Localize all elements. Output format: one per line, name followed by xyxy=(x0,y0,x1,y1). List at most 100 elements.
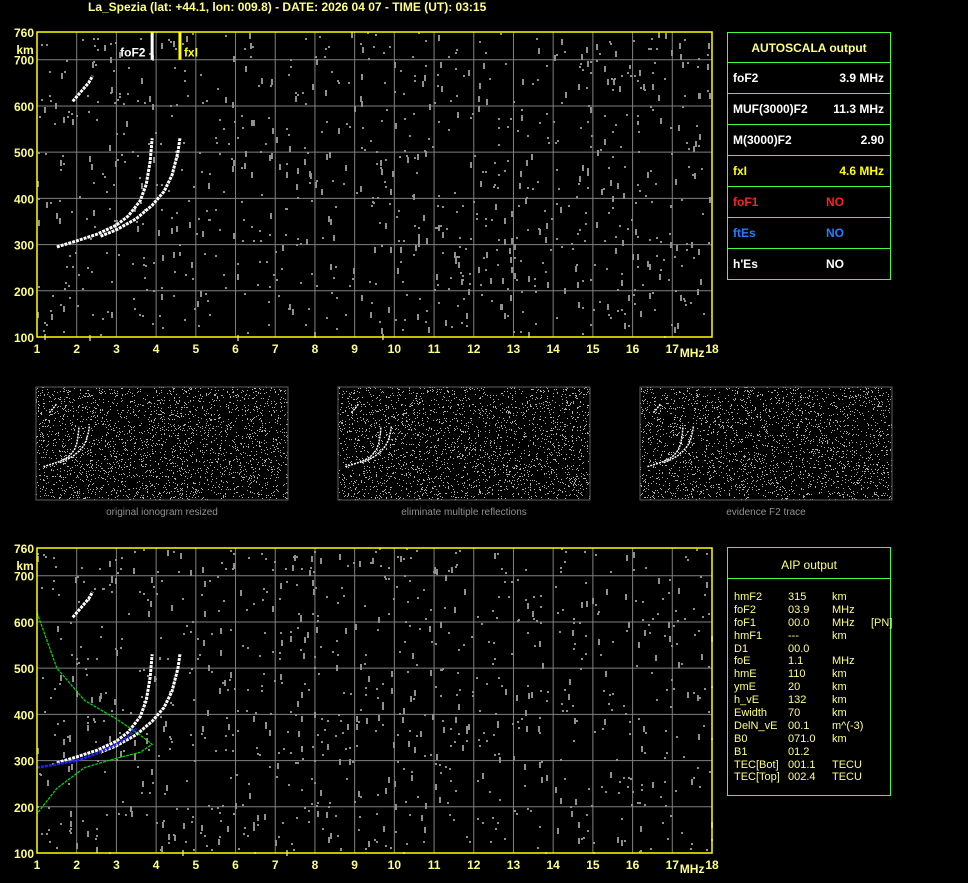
noise-dot xyxy=(279,598,281,600)
noise-dot xyxy=(500,480,501,481)
noise-dot xyxy=(412,653,414,659)
noise-dot xyxy=(64,490,65,491)
noise-dot xyxy=(89,442,90,443)
noise-dot xyxy=(90,470,91,471)
noise-dot xyxy=(504,170,506,172)
noise-dot xyxy=(37,748,39,754)
noise-dot xyxy=(681,663,683,665)
noise-dot xyxy=(185,444,186,445)
noise-dot xyxy=(426,490,427,491)
noise-dot xyxy=(69,830,71,832)
noise-dot xyxy=(360,96,362,102)
noise-dot xyxy=(182,493,183,494)
noise-dot xyxy=(629,721,631,723)
noise-dot xyxy=(103,485,104,486)
noise-dot xyxy=(52,465,53,466)
noise-dot xyxy=(198,325,200,327)
noise-dot xyxy=(167,393,168,394)
noise-dot xyxy=(425,321,427,323)
noise-dot xyxy=(37,806,39,808)
noise-dot xyxy=(576,495,577,496)
noise-dot xyxy=(551,430,552,431)
noise-dot xyxy=(225,496,226,497)
noise-dot xyxy=(134,400,135,401)
noise-dot xyxy=(651,201,653,203)
noise-dot xyxy=(351,32,353,38)
noise-dot xyxy=(539,489,540,490)
noise-dot xyxy=(226,452,227,453)
noise-dot xyxy=(127,412,128,413)
noise-dot xyxy=(582,333,584,335)
noise-dot xyxy=(444,432,445,433)
noise-dot xyxy=(580,406,581,407)
noise-dot xyxy=(588,461,589,462)
noise-dot xyxy=(96,462,97,463)
noise-dot xyxy=(101,626,103,628)
noise-dot xyxy=(513,486,514,487)
noise-dot xyxy=(425,435,426,436)
noise-dot xyxy=(75,492,76,493)
noise-dot xyxy=(110,468,111,469)
noise-dot xyxy=(322,237,324,239)
noise-dot xyxy=(111,455,112,456)
noise-dot xyxy=(460,272,462,274)
noise-dot xyxy=(483,393,484,394)
noise-dot xyxy=(679,43,681,49)
noise-dot xyxy=(309,182,311,184)
noise-dot xyxy=(461,279,463,285)
noise-dot xyxy=(277,763,279,769)
noise-dot xyxy=(258,494,259,495)
noise-dot xyxy=(279,442,280,443)
noise-dot xyxy=(198,400,199,401)
noise-dot xyxy=(296,184,298,190)
noise-dot xyxy=(281,403,282,404)
noise-dot xyxy=(437,74,439,76)
noise-dot xyxy=(98,477,99,478)
noise-dot xyxy=(282,410,283,411)
noise-dot xyxy=(177,489,178,490)
noise-dot xyxy=(81,474,82,475)
noise-dot xyxy=(115,467,116,468)
noise-dot xyxy=(72,119,74,125)
noise-dot xyxy=(268,324,270,326)
noise-dot xyxy=(208,425,209,426)
noise-dot xyxy=(491,463,492,464)
noise-dot xyxy=(65,477,66,478)
noise-dot xyxy=(152,484,153,485)
noise-dot xyxy=(704,594,706,596)
noise-dot xyxy=(205,473,206,474)
noise-dot xyxy=(169,400,170,401)
noise-dot xyxy=(177,403,178,404)
noise-dot xyxy=(217,462,218,463)
noise-dot xyxy=(504,239,506,245)
noise-dot xyxy=(388,578,390,580)
noise-dot xyxy=(221,481,222,482)
noise-dot xyxy=(101,477,102,478)
noise-dot xyxy=(539,641,541,647)
noise-dot xyxy=(245,66,247,72)
noise-dot xyxy=(93,410,94,411)
noise-dot xyxy=(140,438,141,439)
noise-dot xyxy=(387,480,388,481)
noise-dot xyxy=(247,434,248,435)
noise-dot xyxy=(274,495,275,496)
noise-dot xyxy=(562,492,563,493)
noise-dot xyxy=(184,80,186,82)
noise-dot xyxy=(232,734,234,736)
noise-dot xyxy=(273,466,274,467)
noise-dot xyxy=(539,122,541,124)
noise-dot xyxy=(220,448,221,449)
noise-dot xyxy=(114,478,115,479)
noise-dot xyxy=(296,244,298,246)
noise-dot xyxy=(292,309,294,315)
noise-dot xyxy=(97,415,98,416)
noise-dot xyxy=(157,395,158,396)
noise-dot xyxy=(251,421,252,422)
noise-dot xyxy=(128,67,130,69)
noise-dot xyxy=(645,732,647,734)
noise-dot xyxy=(178,425,179,426)
noise-dot xyxy=(64,463,65,464)
noise-dot xyxy=(246,394,247,395)
noise-dot xyxy=(191,388,192,389)
noise-dot xyxy=(93,398,94,399)
